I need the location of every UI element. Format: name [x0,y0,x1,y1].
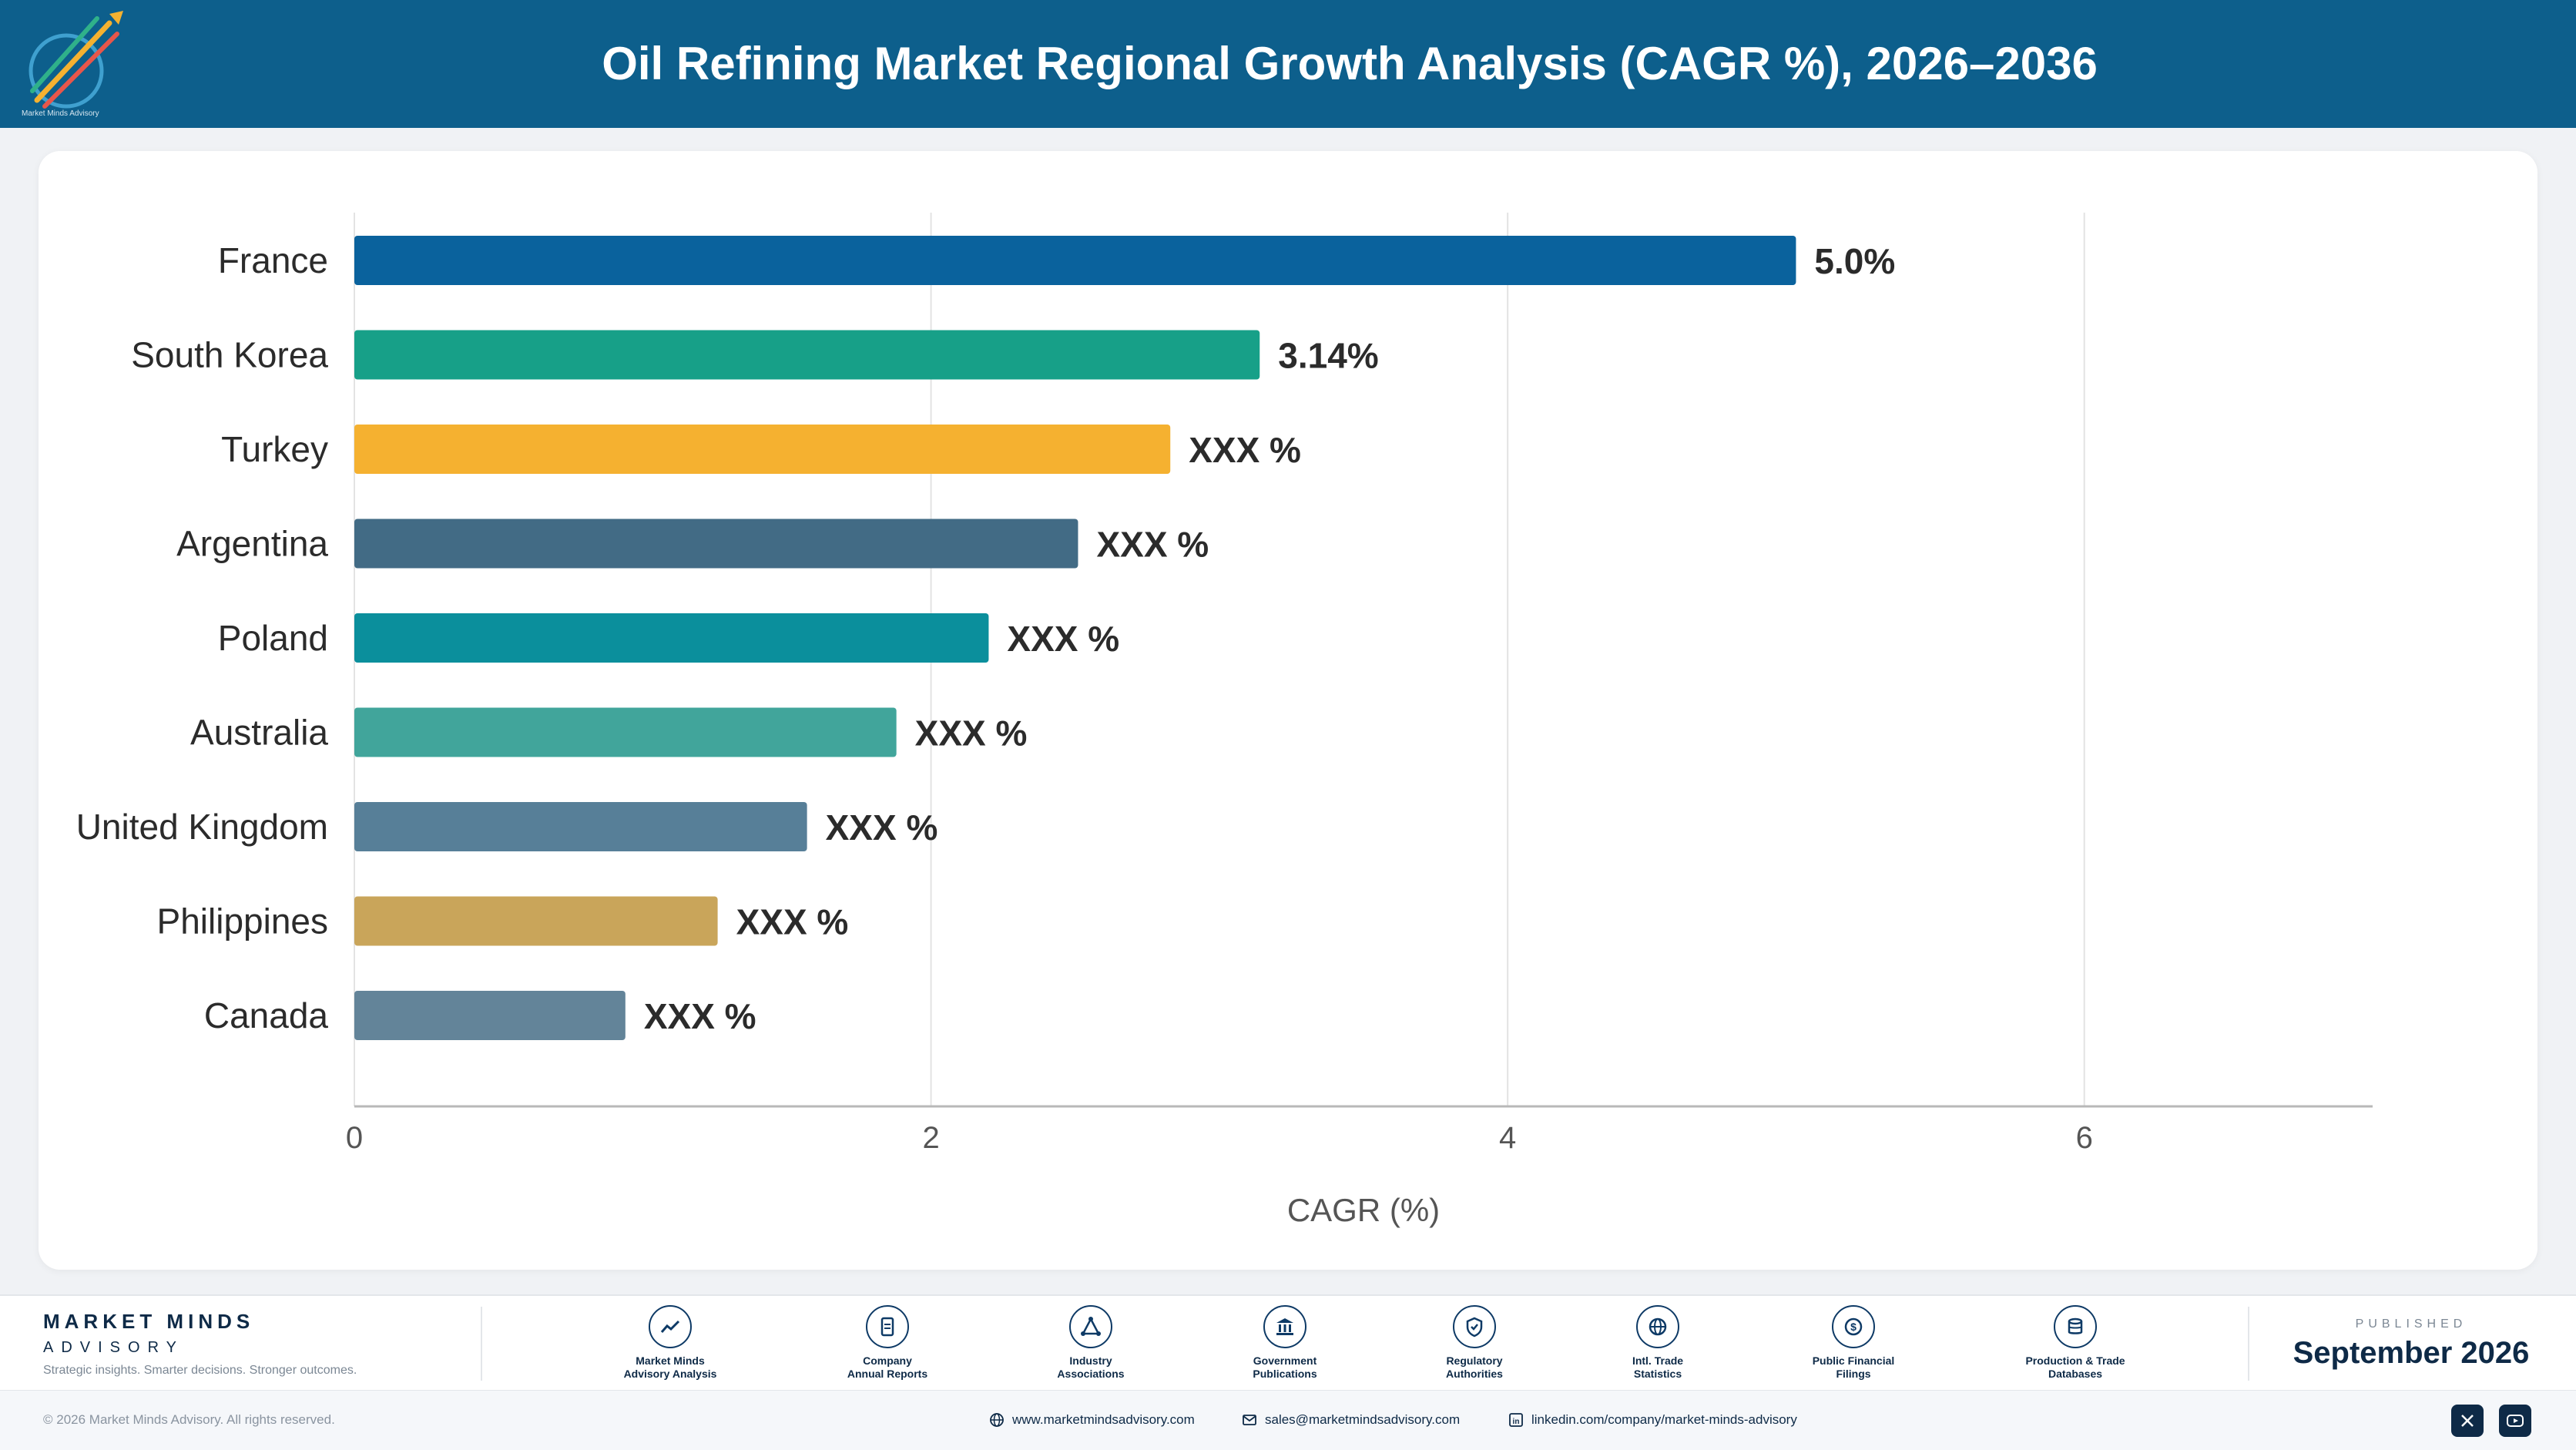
divider [481,1307,482,1381]
bar-united-kingdom [354,802,807,851]
source-industry-associations: Industry Associations [1014,1305,1168,1381]
source-government-publications: Government Publications [1208,1305,1362,1381]
youtube-social-button[interactable] [2499,1405,2531,1437]
footer-contact-bar: © 2026 Market Minds Advisory. All rights… [0,1390,2576,1450]
chart-title: Oil Refining Market Regional Growth Anal… [602,38,2098,89]
x-icon [2461,1415,2474,1427]
bar-south-korea [354,330,1260,380]
shield-check-icon [1466,1317,1483,1338]
x-axis-title: CAGR (%) [1287,1192,1440,1228]
government-building-icon [1276,1318,1293,1335]
category-label: France [218,240,328,280]
email-link[interactable]: sales@marketmindsadvisory.com [1242,1412,1460,1428]
category-label: Canada [204,995,329,1035]
value-label: XXX % [1007,619,1119,659]
category-label: South Korea [131,335,328,375]
x-social-button[interactable] [2451,1405,2484,1437]
value-label: 5.0% [1814,241,1895,281]
linkedin-link[interactable]: in linkedin.com/company/market-minds-adv… [1508,1412,1797,1428]
x-tick-label: 2 [922,1121,939,1155]
mail-icon [1243,1415,1256,1425]
svg-text:in: in [1513,1418,1520,1426]
bar-canada [354,991,626,1040]
category-label: Australia [190,713,328,753]
source-intl-trade-statistics: Intl. Trade Statistics [1581,1305,1735,1381]
linkedin-icon: in [1509,1413,1523,1427]
bar-chart: France South Korea Turkey Argentina Poland Au… [76,213,2373,1228]
brand-name: MARKET MINDS [43,1310,255,1333]
category-label: Philippines [157,901,328,941]
chart-value-labels: 5.0% 3.14% XXX % XXX % XXX % XXX % XXX % XXX % X… [644,241,1895,1036]
bar-australia [354,707,897,757]
logo-text: Market Minds Advisory [22,109,99,118]
database-icon [2068,1317,2083,1334]
footer-sources-bar: MARKET MINDS ADVISORY Strategic insights… [0,1294,2576,1390]
category-label: Poland [218,618,328,658]
value-label: 3.14% [1278,336,1378,376]
trend-chart-icon [660,1320,680,1333]
value-label: XXX % [644,996,756,1036]
published-label: PUBLISHED [2355,1317,2467,1331]
website-link[interactable]: www.marketmindsadvisory.com [989,1412,1195,1428]
source-production-trade-databases: Production & Trade Databases [1998,1305,2152,1381]
value-label: XXX % [1096,525,1209,565]
category-label: United Kingdom [76,807,328,847]
bar-argentina [354,519,1078,569]
category-label: Argentina [176,524,328,564]
youtube-icon [2507,1415,2524,1427]
svg-text:$: $ [1850,1321,1857,1333]
bar-france [354,236,1796,285]
source-public-financial-filings: $ Public Financial Filings [1776,1305,1930,1381]
source-company-annual-reports: Company Annual Reports [810,1305,964,1381]
divider [2248,1307,2249,1381]
bar-philippines [354,896,718,946]
brand-subtitle: ADVISORY [43,1339,184,1356]
value-label: XXX % [736,902,849,942]
globe-icon [990,1413,1004,1427]
x-tick-label: 4 [1499,1121,1516,1155]
globe-icon [1649,1317,1667,1336]
x-tick-label: 6 [2076,1121,2093,1155]
network-icon [1081,1317,1101,1336]
published-date: September 2026 [2293,1336,2530,1370]
source-regulatory-authorities: Regulatory Authorities [1397,1305,1551,1381]
dollar-coin-icon: $ [1844,1317,1863,1336]
document-icon [880,1317,894,1337]
header-bar: Market Minds Advisory Oil Refining Marke… [0,0,2576,128]
company-logo-icon [29,11,123,109]
value-label: XXX % [1189,430,1301,470]
category-label: Turkey [221,429,328,469]
bar-poland [354,613,989,663]
chart-category-labels: France South Korea Turkey Argentina Poland Au… [76,240,329,1035]
brand-tagline: Strategic insights. Smarter decisions. S… [43,1364,357,1377]
source-market-minds-analysis: Market Minds Advisory Analysis [593,1305,747,1381]
chart-tick-labels: 0 2 4 6 [346,1121,2093,1155]
copyright-text: © 2026 Market Minds Advisory. All rights… [43,1412,335,1427]
value-label: XXX % [826,807,938,848]
value-label: XXX % [915,713,1028,754]
chart-bars [354,236,1796,1040]
bar-turkey [354,425,1171,474]
x-tick-label: 0 [346,1121,363,1155]
